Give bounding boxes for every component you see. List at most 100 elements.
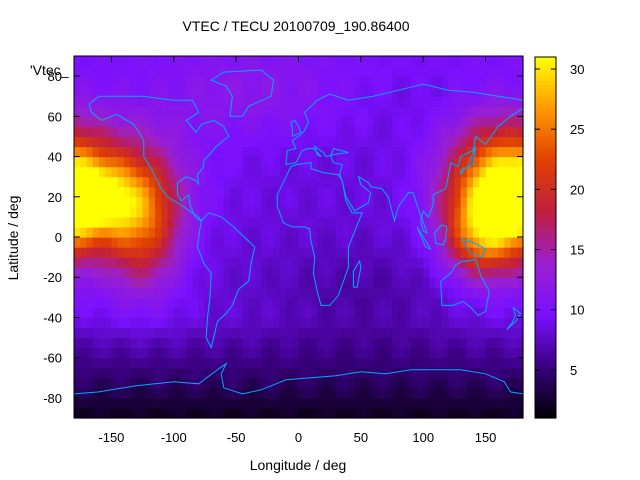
heatmap-cell <box>348 186 356 198</box>
heatmap-cell <box>410 247 418 258</box>
heatmap-cell <box>479 96 487 107</box>
heatmap-cell <box>279 237 287 248</box>
heatmap-cell <box>211 226 219 238</box>
heatmap-cell <box>516 176 524 188</box>
heatmap-cell <box>74 186 81 198</box>
heatmap-cell <box>136 176 144 188</box>
heatmap-cell <box>130 257 137 268</box>
heatmap-cell <box>198 176 206 188</box>
colorbar-segment <box>535 288 556 293</box>
heatmap-cell <box>323 186 331 198</box>
heatmap-cell <box>491 56 499 67</box>
heatmap-cell <box>379 327 387 339</box>
colorbar-segment <box>535 174 556 178</box>
heatmap-cell <box>142 387 150 399</box>
heatmap-cell <box>248 237 256 248</box>
heatmap-cell <box>460 66 468 77</box>
heatmap-cell <box>192 277 200 288</box>
heatmap-cell <box>510 96 518 107</box>
heatmap-cell <box>342 387 349 399</box>
heatmap-cell <box>317 126 325 138</box>
heatmap-cell <box>142 176 150 188</box>
heatmap-cell <box>261 126 268 138</box>
heatmap-cell <box>148 76 156 87</box>
colorbar-segment <box>535 303 556 308</box>
heatmap-cell <box>167 56 175 67</box>
x-tick-label: 100 <box>412 430 434 445</box>
heatmap-cell <box>360 226 368 238</box>
heatmap-cell <box>323 337 331 349</box>
heatmap-cell <box>454 116 462 127</box>
heatmap-cell <box>204 186 212 198</box>
heatmap-cell <box>385 86 393 97</box>
heatmap-cell <box>192 136 200 148</box>
heatmap-cell <box>392 297 399 308</box>
heatmap-cell <box>385 357 393 369</box>
heatmap-cell <box>148 176 156 188</box>
heatmap-cell <box>510 106 518 117</box>
heatmap-cell <box>435 106 443 117</box>
colorbar-segment <box>535 234 556 239</box>
heatmap-cell <box>354 206 362 218</box>
heatmap-cell <box>273 407 281 419</box>
heatmap-cell <box>329 136 337 148</box>
heatmap-cell <box>310 297 318 308</box>
heatmap-cell <box>342 186 349 198</box>
heatmap-cell <box>404 237 412 248</box>
heatmap-cell <box>504 407 512 419</box>
heatmap-cell <box>173 96 181 107</box>
heatmap-cell <box>192 397 200 409</box>
heatmap-cell <box>348 56 356 67</box>
heatmap-cell <box>117 86 125 97</box>
heatmap-cell <box>310 186 318 198</box>
heatmap-cell <box>98 206 106 218</box>
heatmap-cell <box>329 226 337 238</box>
heatmap-cell <box>479 106 487 117</box>
heatmap-cell <box>435 176 443 188</box>
heatmap-cell <box>466 297 474 308</box>
heatmap-cell <box>192 146 200 158</box>
heatmap-cell <box>273 146 281 158</box>
heatmap-cell <box>204 297 212 308</box>
heatmap-cell <box>267 367 275 379</box>
heatmap-cell <box>516 407 524 419</box>
heatmap-cell <box>416 176 424 188</box>
heatmap-cell <box>392 156 399 168</box>
heatmap-cell <box>298 136 306 148</box>
heatmap-cell <box>161 397 169 409</box>
heatmap-cell <box>236 76 243 87</box>
heatmap-cell <box>454 86 462 97</box>
heatmap-cell <box>161 216 169 228</box>
heatmap-cell <box>80 186 88 198</box>
heatmap-cell <box>229 257 237 268</box>
heatmap-cell <box>117 196 125 208</box>
heatmap-cell <box>292 176 300 188</box>
heatmap-cell <box>510 126 518 138</box>
heatmap-cell <box>416 377 424 389</box>
heatmap-cell <box>155 397 162 409</box>
heatmap-cell <box>485 186 493 198</box>
heatmap-cell <box>479 337 487 349</box>
heatmap-cell <box>155 216 162 228</box>
heatmap-cell <box>123 106 131 117</box>
heatmap-cell <box>223 156 231 168</box>
heatmap-cell <box>392 407 399 419</box>
heatmap-cell <box>498 116 505 127</box>
heatmap-cell <box>111 156 119 168</box>
heatmap-cell <box>354 267 362 278</box>
heatmap-cell <box>142 216 150 228</box>
heatmap-cell <box>161 226 169 238</box>
heatmap-cell <box>435 257 443 268</box>
heatmap-cell <box>498 146 505 158</box>
heatmap-cell <box>92 257 100 268</box>
heatmap-cell <box>74 277 81 288</box>
heatmap-cell <box>441 176 449 188</box>
heatmap-cell <box>186 357 194 369</box>
heatmap-cell <box>473 126 480 138</box>
heatmap-cell <box>360 357 368 369</box>
heatmap-cell <box>242 327 250 339</box>
heatmap-cell <box>80 327 88 339</box>
heatmap-cell <box>510 76 518 87</box>
heatmap-cell <box>398 377 406 389</box>
heatmap-cell <box>98 226 106 238</box>
